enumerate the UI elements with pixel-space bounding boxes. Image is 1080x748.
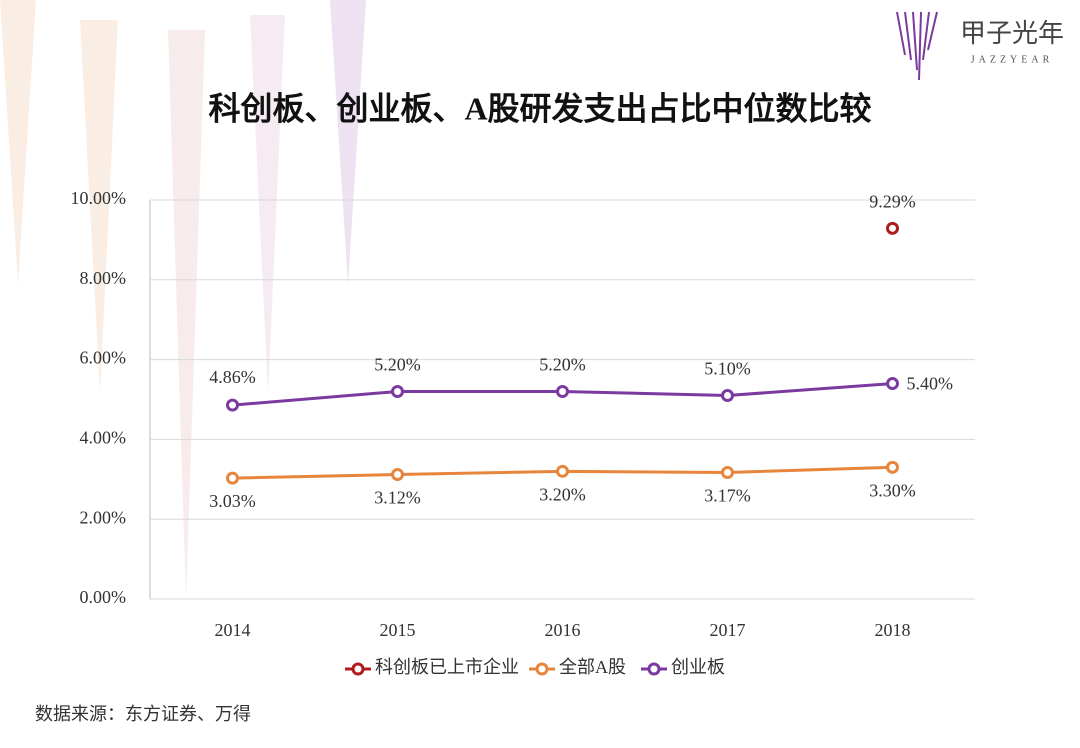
y-tick-label: 0.00% [80, 587, 127, 607]
background-decoration [0, 0, 366, 600]
logo: 甲子光年 JAZZYEAR [896, 11, 1064, 81]
x-tick-label: 2016 [545, 620, 581, 640]
y-tick-label: 4.00% [80, 428, 127, 448]
legend-marker [647, 662, 661, 676]
logo-subname: JAZZYEAR [971, 54, 1054, 65]
data-label: 4.86% [209, 367, 256, 387]
data-point [556, 464, 569, 478]
chart-title: 科创板、创业板、A股研发支出占比中位数比较 [208, 90, 871, 126]
data-point [556, 385, 569, 399]
x-tick-label: 2015 [380, 620, 416, 640]
data-label: 3.17% [704, 486, 751, 506]
data-label: 5.40% [907, 374, 954, 394]
data-point [391, 385, 404, 399]
x-tick-label: 2017 [710, 620, 746, 640]
data-point [391, 468, 404, 482]
data-label: 9.29% [869, 191, 916, 211]
data-point [226, 471, 239, 485]
legend-label: 科创板已上市企业 [375, 657, 519, 677]
y-tick-label: 10.00% [71, 188, 127, 208]
legend: 科创板已上市企业 全部A股 创业板 [345, 657, 725, 677]
y-tick-label: 8.00% [80, 268, 127, 288]
legend-label: 全部A股 [559, 657, 626, 677]
data-point [886, 377, 899, 391]
y-tick-label: 2.00% [80, 507, 127, 527]
data-label: 3.03% [209, 491, 256, 511]
legend-marker [351, 662, 365, 676]
data-point [886, 221, 899, 235]
x-tick-label: 2018 [875, 620, 911, 640]
data-point [226, 398, 239, 412]
source-note: 数据来源：东方证券、万得 [35, 704, 251, 724]
data-label: 3.30% [869, 480, 916, 500]
data-label: 5.20% [374, 355, 421, 375]
data-point [886, 460, 899, 474]
data-point [721, 466, 734, 480]
data-point [721, 389, 734, 403]
x-tick-label: 2014 [215, 620, 251, 640]
data-label: 3.20% [539, 484, 586, 504]
data-label: 3.12% [374, 488, 421, 508]
y-tick-label: 6.00% [80, 348, 127, 368]
data-label: 5.10% [704, 359, 751, 379]
logo-name: 甲子光年 [960, 19, 1064, 48]
legend-label: 创业板 [671, 657, 725, 677]
legend-marker [535, 662, 549, 676]
data-label: 5.20% [539, 355, 586, 375]
